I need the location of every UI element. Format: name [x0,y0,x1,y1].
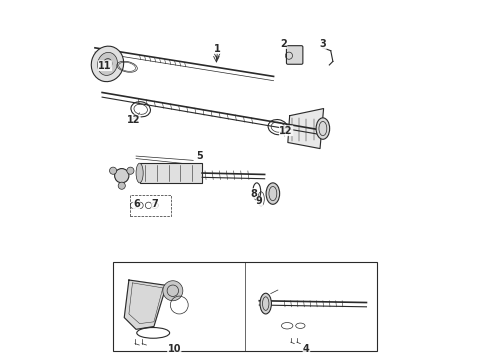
Text: 5: 5 [196,151,203,161]
Polygon shape [124,280,167,329]
Bar [130,195,171,216]
Text: 11: 11 [98,61,112,71]
Ellipse shape [266,183,280,204]
Text: 12: 12 [279,126,293,136]
Circle shape [163,281,183,301]
Text: 6: 6 [133,199,140,209]
Text: 1: 1 [214,44,220,54]
Ellipse shape [136,163,143,183]
Circle shape [118,182,125,189]
Text: 8: 8 [251,189,258,199]
Text: 9: 9 [256,197,263,206]
Ellipse shape [98,53,118,75]
Ellipse shape [91,46,123,82]
Ellipse shape [260,293,271,314]
Text: 2: 2 [280,39,287,49]
Text: 10: 10 [168,343,181,354]
Bar [113,262,377,351]
Text: 7: 7 [151,199,158,209]
Circle shape [127,167,134,174]
Ellipse shape [103,59,112,69]
Text: 12: 12 [127,115,140,125]
Circle shape [115,168,129,183]
Polygon shape [288,109,323,149]
Text: 3: 3 [319,39,326,49]
Circle shape [110,167,117,174]
Ellipse shape [316,118,330,139]
FancyBboxPatch shape [287,46,303,64]
Bar [140,163,202,183]
Text: 4: 4 [303,343,310,354]
